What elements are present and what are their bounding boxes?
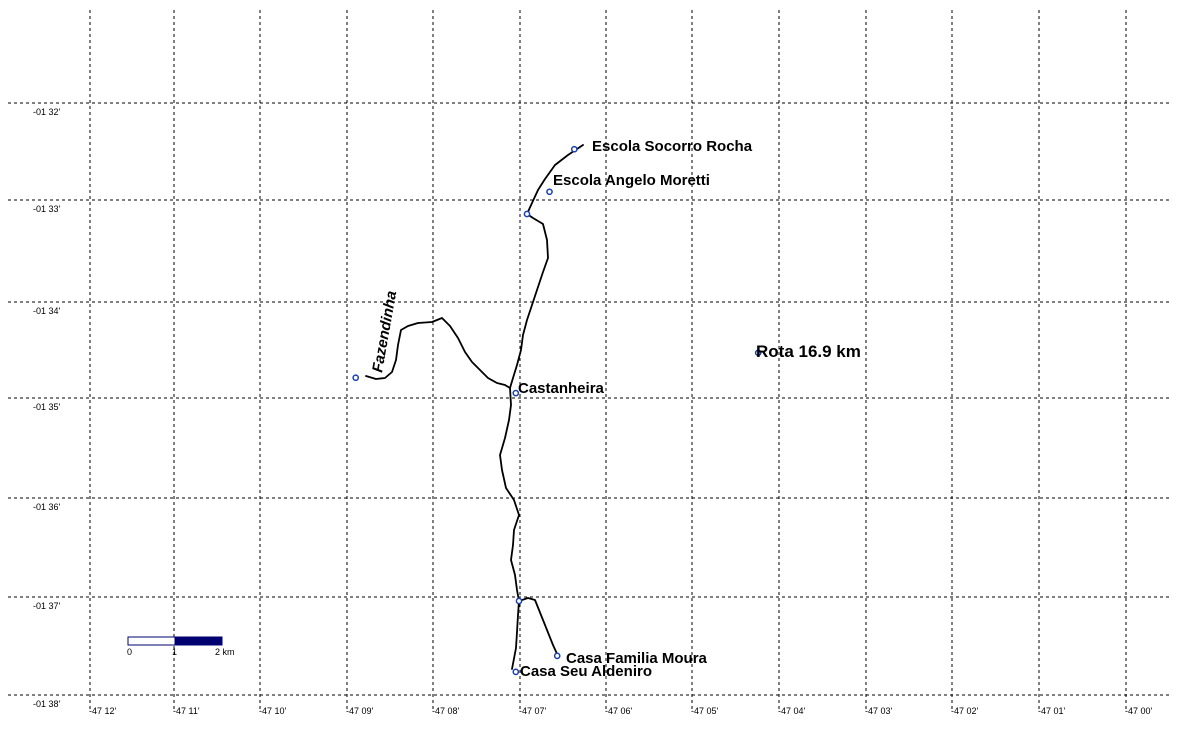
route-junction-marker[interactable] bbox=[523, 210, 531, 218]
longitude-label: -47 05' bbox=[691, 706, 719, 716]
longitude-label: -47 11' bbox=[173, 706, 200, 716]
longitude-label: -47 03' bbox=[865, 706, 893, 716]
poi-labels: Escola Socorro Rocha Escola Angelo Moret… bbox=[369, 138, 861, 680]
longitude-label: -47 10' bbox=[259, 706, 287, 716]
scale-label-1: 1 bbox=[172, 647, 177, 657]
latitude-label: -01 36' bbox=[33, 502, 61, 512]
longitude-label: -47 06' bbox=[605, 706, 633, 716]
longitude-label: -47 12' bbox=[89, 706, 117, 716]
scale-label-2km: 2 km bbox=[215, 647, 235, 657]
poi-markers bbox=[352, 145, 762, 676]
longitude-label: -47 00' bbox=[1125, 706, 1153, 716]
poi-marker[interactable] bbox=[570, 145, 578, 153]
poi-marker[interactable] bbox=[512, 668, 520, 676]
label-casa-familia-moura: Casa Familia Moura bbox=[566, 650, 708, 667]
route-layer bbox=[365, 144, 584, 670]
latitude-label: -01 38' bbox=[33, 699, 61, 709]
poi-marker[interactable] bbox=[754, 349, 762, 357]
latitude-label: -01 32' bbox=[33, 107, 61, 117]
poi-marker[interactable] bbox=[553, 652, 561, 660]
latitude-label: -01 33' bbox=[33, 204, 61, 214]
latitude-label: -01 34' bbox=[33, 306, 61, 316]
route-junction-marker[interactable] bbox=[515, 597, 523, 605]
label-escola-angelo-moretti: Escola Angelo Moretti bbox=[553, 172, 710, 189]
label-castanheira: Castanheira bbox=[518, 380, 605, 397]
latitude-labels: -01 32' -01 33' -01 34' -01 35' -01 36' -01 3… bbox=[33, 107, 61, 709]
scale-bar-segment-white bbox=[127, 636, 176, 646]
label-casa-seu-aldeniro: Casa Seu Aldeniro bbox=[520, 663, 652, 680]
latitude-label: -01 37' bbox=[33, 601, 61, 611]
scale-label-0: 0 bbox=[127, 647, 132, 657]
scale-bar: 0 1 2 km bbox=[127, 636, 235, 657]
poi-marker[interactable] bbox=[512, 389, 520, 397]
route-branch-casa-familia-moura bbox=[518, 597, 559, 657]
longitude-label: -47 04' bbox=[778, 706, 806, 716]
graticule-grid bbox=[8, 10, 1172, 710]
label-rota: Rota 16.9 km bbox=[756, 342, 861, 361]
route-branch-fazendinha bbox=[365, 317, 511, 389]
route-main-path bbox=[499, 144, 584, 670]
poi-marker[interactable] bbox=[546, 188, 553, 196]
longitude-label: -47 08' bbox=[432, 706, 460, 716]
longitude-label: -47 09' bbox=[346, 706, 374, 716]
latitude-label: -01 35' bbox=[33, 402, 61, 412]
scale-bar-segment-dark bbox=[174, 636, 223, 646]
longitude-labels: -47 12' -47 11' -47 10' -47 09' -47 08' -47 0… bbox=[89, 706, 1153, 716]
longitude-label: -47 01' bbox=[1038, 706, 1066, 716]
longitude-label: -47 07' bbox=[519, 706, 547, 716]
longitude-label: -47 02' bbox=[951, 706, 979, 716]
poi-marker[interactable] bbox=[352, 374, 360, 382]
label-escola-socorro-rocha: Escola Socorro Rocha bbox=[592, 138, 753, 155]
